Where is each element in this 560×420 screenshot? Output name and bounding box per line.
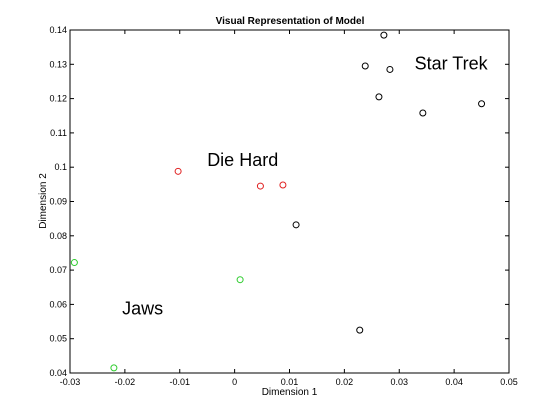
- x-tick-label: 0.02: [336, 377, 354, 387]
- x-tick-label: 0.04: [445, 377, 463, 387]
- y-tick-label: 0.14: [49, 25, 67, 35]
- x-tick-label: -0.02: [115, 377, 136, 387]
- y-tick-label: 0.05: [49, 334, 67, 344]
- data-point: [380, 31, 388, 39]
- data-point: [70, 259, 78, 267]
- annotation-label: Die Hard: [207, 150, 278, 170]
- y-tick-label: 0.07: [49, 265, 67, 275]
- plot-frame: [69, 29, 510, 374]
- data-points: [70, 31, 486, 372]
- y-tick-label: 0.08: [49, 231, 67, 241]
- annotation-label: Star Trek: [415, 53, 489, 73]
- y-tick-label: 0.12: [49, 94, 67, 104]
- x-tick-label: 0.03: [390, 377, 408, 387]
- data-point: [478, 100, 486, 108]
- y-tick-label: 0.09: [49, 197, 67, 207]
- data-point: [375, 93, 383, 101]
- plot-area-border: [69, 29, 510, 374]
- x-tick-label: -0.01: [169, 377, 190, 387]
- y-tick-label: 0.04: [49, 368, 67, 378]
- y-tick-label: 0.13: [49, 59, 67, 69]
- x-axis: -0.03 -0.02 -0.01 0 0.01 0.02 0.03 0.04 0.05: [60, 30, 518, 387]
- x-tick-label: 0.01: [281, 377, 299, 387]
- chart-title: Visual Representation of Model: [216, 16, 365, 27]
- y-tick-label: 0.1: [54, 162, 67, 172]
- annotation-label: Jaws: [122, 299, 163, 319]
- x-tick-label: 0: [232, 377, 237, 387]
- y-tick-label: 0.11: [50, 128, 67, 138]
- data-point: [279, 181, 287, 189]
- y-axis: 0.04 0.05 0.06 0.07 0.08 0.09 0.1 0.11 0.12 0.13 0…: [49, 25, 509, 378]
- data-point: [292, 221, 300, 229]
- x-tick-label: -0.03: [60, 377, 81, 387]
- annotations: Star Trek Die Hard Jaws: [122, 53, 489, 318]
- y-axis-title: Dimension 2: [38, 173, 49, 229]
- data-point: [419, 109, 427, 117]
- y-tick-label: 0.06: [49, 299, 67, 309]
- x-tick-label: 0.05: [500, 377, 518, 387]
- data-point: [110, 364, 118, 372]
- data-point: [361, 62, 369, 70]
- data-point: [174, 167, 182, 175]
- data-point: [386, 65, 394, 73]
- data-point: [256, 182, 264, 190]
- data-point: [356, 326, 364, 334]
- x-axis-title: Dimension 1: [262, 387, 318, 398]
- data-point: [236, 276, 244, 284]
